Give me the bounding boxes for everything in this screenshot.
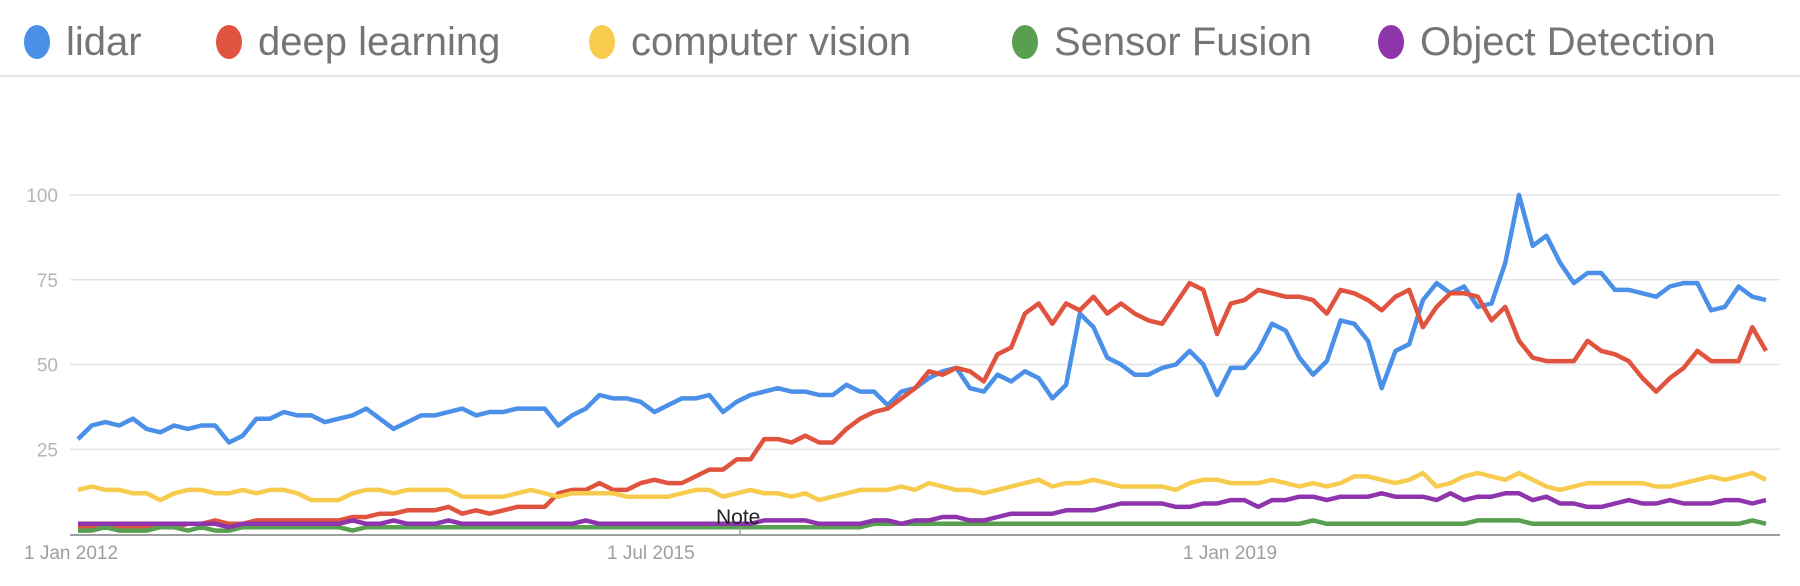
- note-annotation[interactable]: Note: [716, 506, 760, 529]
- legend-item-deep-learning[interactable]: deep learning: [216, 14, 500, 70]
- x-axis: 1 Jan 2012 1 Jul 2015 1 Jan 2019: [24, 543, 1277, 564]
- y-tick-label: 25: [37, 440, 58, 461]
- series-line-deep-learning[interactable]: [78, 280, 1768, 530]
- legend-item-lidar[interactable]: lidar: [24, 14, 142, 70]
- series-line-sensor-fusion[interactable]: [78, 518, 1767, 533]
- x-tick-label: 1 Jan 2012: [24, 543, 118, 564]
- y-tick-label: 100: [26, 186, 58, 207]
- legend-dot-icon: [1012, 25, 1038, 59]
- legend-label: Object Detection: [1420, 19, 1716, 64]
- legend-item-sensor-fusion[interactable]: Sensor Fusion: [1012, 14, 1312, 70]
- legend-item-computer-vision[interactable]: computer vision: [589, 14, 911, 70]
- series-line-computer-vision[interactable]: [77, 470, 1768, 503]
- legend: lidar deep learning computer vision Sens…: [0, 0, 1800, 77]
- legend-label: computer vision: [631, 19, 912, 64]
- series-line-object-detection[interactable]: [78, 491, 1767, 530]
- y-tick-label: 50: [37, 356, 58, 377]
- legend-label: Sensor Fusion: [1054, 19, 1312, 64]
- x-tick-label: 1 Jul 2015: [607, 543, 695, 564]
- y-axis: 25 50 75 100: [26, 186, 58, 461]
- y-tick-label: 75: [37, 271, 58, 292]
- series-lines: [76, 192, 1768, 533]
- legend-item-object-detection[interactable]: Object Detection: [1378, 14, 1716, 70]
- legend-dot-icon: [216, 25, 242, 59]
- legend-dot-icon: [24, 25, 50, 59]
- legend-dot-icon: [1378, 25, 1404, 59]
- legend-label: deep learning: [258, 19, 501, 64]
- x-tick-label: 1 Jan 2019: [1183, 543, 1277, 564]
- legend-dot-icon: [589, 25, 615, 59]
- series-line-lidar[interactable]: [76, 192, 1767, 445]
- legend-label: lidar: [66, 19, 142, 64]
- gridlines: [70, 194, 1780, 450]
